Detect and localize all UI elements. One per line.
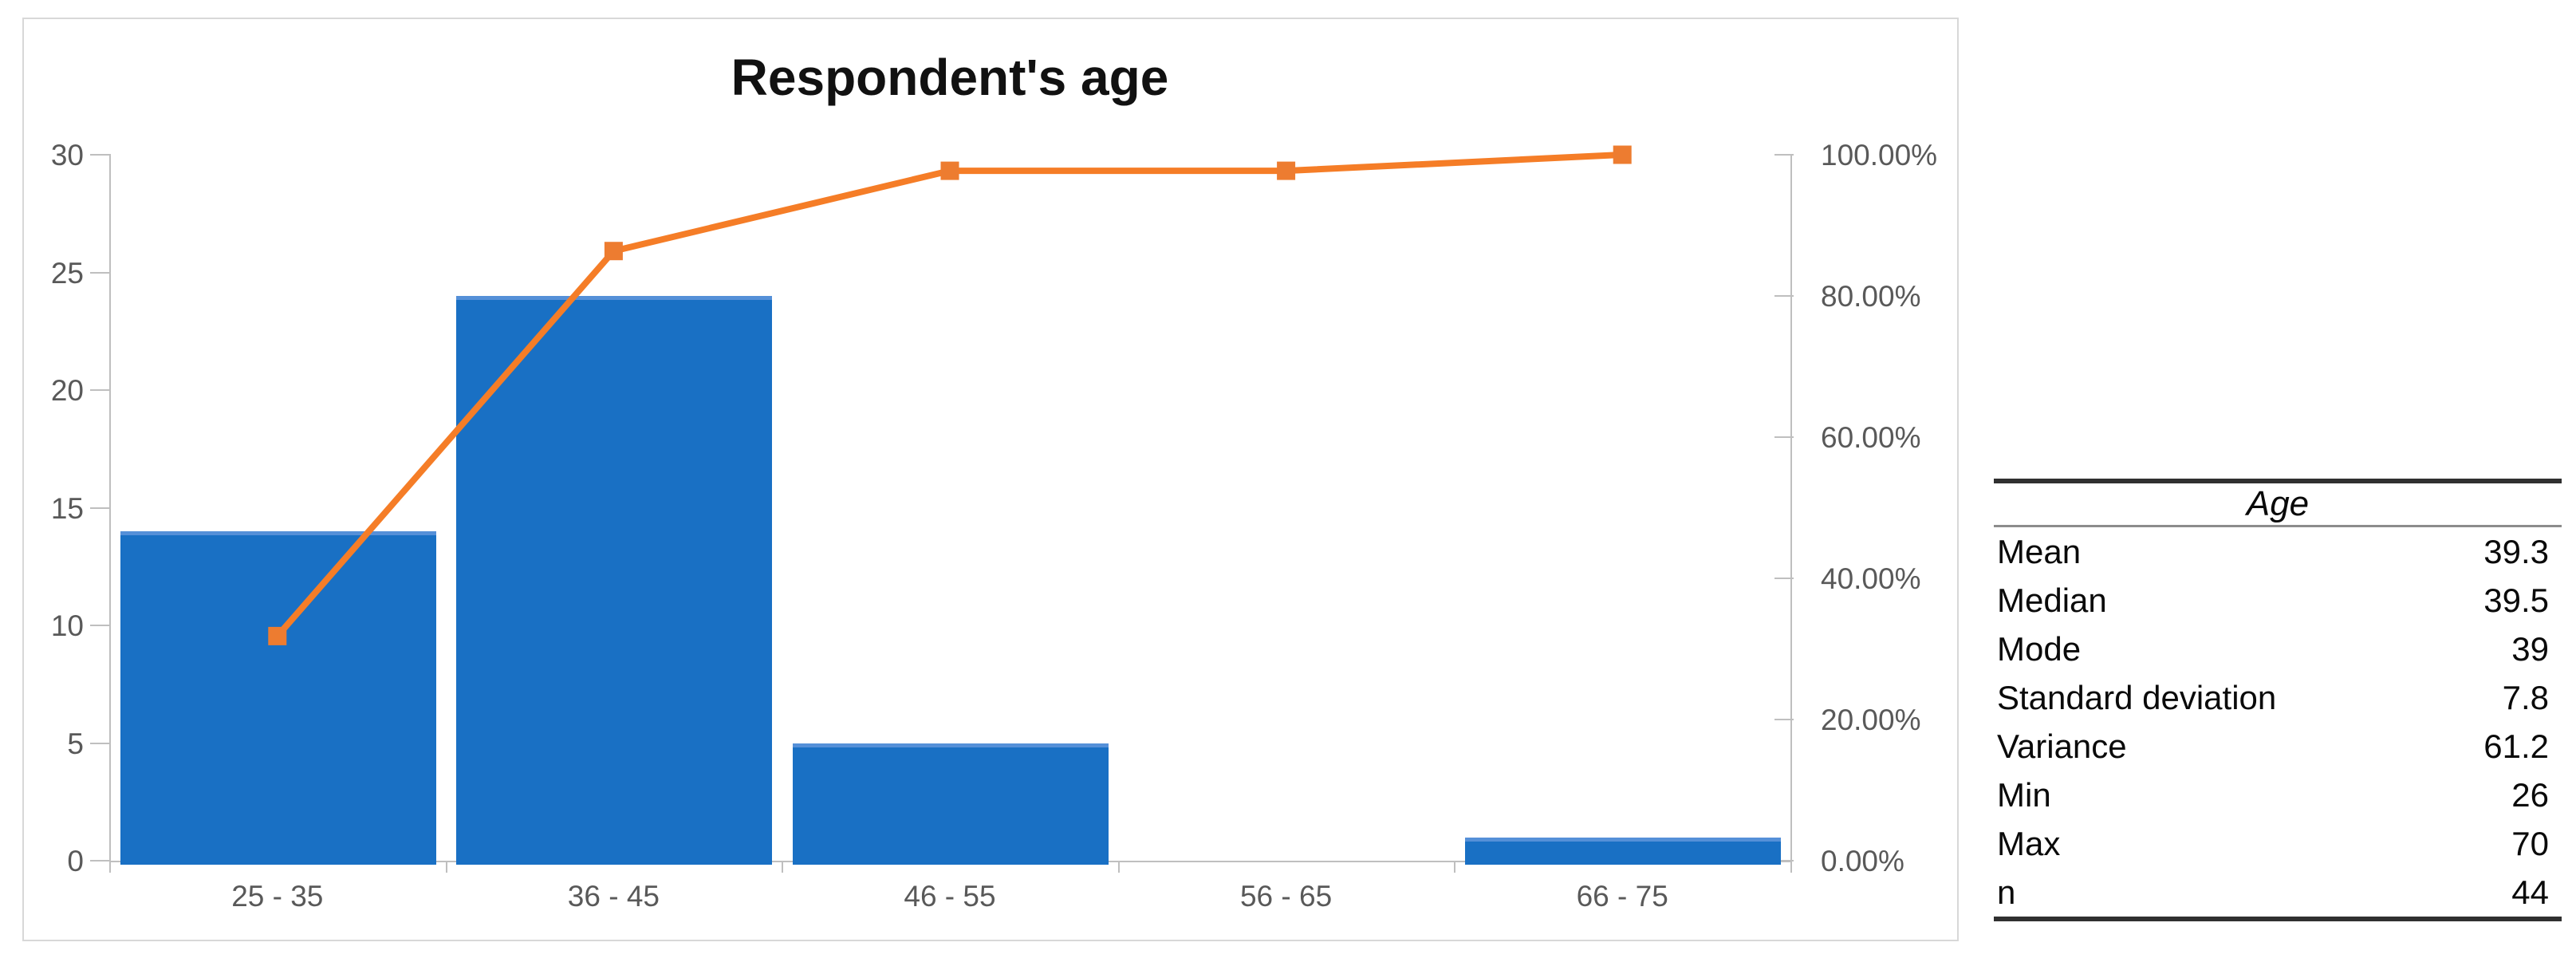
stat-value: 7.8	[2502, 678, 2549, 716]
y-axis-right-tick-label: 40.00%	[1821, 562, 1921, 595]
y-axis-right-tick	[1774, 719, 1794, 720]
stat-label: n	[1997, 873, 2016, 911]
stats-table-row: Standard deviation 7.8	[1994, 673, 2562, 722]
category-label: 36 - 45	[567, 880, 660, 913]
y-axis-right-tick-label: 80.00%	[1821, 280, 1921, 313]
frequency-bar	[456, 296, 773, 865]
stats-table-row: n 44	[1994, 868, 2562, 917]
y-axis-right-tick	[1774, 860, 1794, 862]
chart-area: Respondent's age 0 5 10 15 20 25 30 0.00% 20.00%…	[22, 18, 1959, 941]
y-axis-left-tick-label: 5	[67, 727, 84, 760]
category-label: 56 - 65	[1239, 880, 1333, 913]
chart-title: Respondent's age	[731, 49, 1169, 106]
stats-table-body: Mean 39.3 Median 39.5 Mode 39 Standard deviati…	[1994, 527, 2562, 917]
line-marker-square	[940, 161, 959, 180]
stats-table-row: Variance 61.2	[1994, 722, 2562, 771]
stats-table: Age Mean 39.3 Median 39.5 Mode 39 Standard dev…	[1994, 479, 2562, 921]
stat-label: Min	[1997, 775, 2051, 814]
stats-table-row: Max 70	[1994, 819, 2562, 868]
x-axis-tick	[782, 861, 784, 873]
line-marker-square	[1613, 145, 1632, 164]
x-axis-tick	[1454, 861, 1456, 873]
y-axis-right-line	[1790, 155, 1792, 861]
y-axis-right-tick-label: 20.00%	[1821, 704, 1921, 736]
y-axis-left-tick	[90, 860, 111, 862]
stat-label: Variance	[1997, 727, 2127, 765]
frequency-bar	[793, 743, 1109, 865]
y-axis-left-tick	[90, 389, 111, 391]
line-marker-square	[604, 242, 623, 261]
y-axis-left-tick	[90, 625, 111, 626]
y-axis-left-tick	[90, 507, 111, 509]
y-axis-right-tick	[1774, 578, 1794, 579]
frequency-bar	[1465, 837, 1782, 865]
frequency-bar	[120, 531, 436, 865]
stat-label: Mode	[1997, 629, 2082, 668]
line-marker-square	[1277, 161, 1296, 180]
stat-value: 39.5	[2483, 581, 2549, 619]
x-axis-tick	[445, 861, 447, 873]
y-axis-right-tick	[1774, 436, 1794, 438]
y-axis-right-tick-label: 60.00%	[1821, 421, 1921, 454]
stats-table-row: Min 26	[1994, 771, 2562, 819]
category-label: 25 - 35	[231, 880, 324, 913]
line-marker-square	[268, 626, 287, 645]
y-axis-right-tick-label: 100.00%	[1821, 139, 1938, 172]
stat-value: 26	[2511, 775, 2549, 814]
x-axis-tick	[109, 861, 111, 873]
stat-value: 70	[2511, 824, 2549, 862]
y-axis-left-tick-label: 10	[50, 609, 84, 642]
stat-value: 39.3	[2483, 532, 2549, 570]
y-axis-right-tick	[1774, 154, 1794, 156]
stat-value: 44	[2511, 873, 2549, 911]
y-axis-right-tick	[1774, 295, 1794, 297]
y-axis-left-tick-label: 25	[50, 256, 84, 290]
y-axis-left-tick-label: 15	[50, 491, 84, 525]
stats-table-row: Mean 39.3	[1994, 527, 2562, 576]
y-axis-left-tick	[90, 271, 111, 274]
y-axis-left-tick-label: 20	[50, 374, 84, 407]
category-label: 46 - 55	[904, 880, 996, 913]
stat-label: Max	[1997, 824, 2061, 862]
stat-value: 39	[2511, 629, 2549, 668]
x-axis-tick	[1790, 861, 1792, 873]
y-axis-left-tick-label: 30	[50, 139, 84, 172]
y-axis-left-tick	[90, 742, 111, 744]
y-axis-left-tick-label: 0	[67, 845, 84, 877]
stats-table-row: Mode 39	[1994, 625, 2562, 673]
x-axis-tick	[1117, 861, 1120, 873]
y-axis-right-tick-label: 0.00%	[1821, 845, 1904, 877]
stats-table-header: Age	[1994, 483, 2562, 527]
stat-label: Standard deviation	[1997, 678, 2277, 716]
stat-label: Median	[1997, 581, 2107, 619]
y-axis-left-tick	[90, 154, 111, 156]
cumulative-percent-line	[274, 152, 1623, 639]
category-label: 66 - 75	[1576, 880, 1668, 913]
stat-value: 61.2	[2483, 727, 2549, 765]
stat-label: Mean	[1997, 532, 2082, 570]
stats-table-row: Median 39.5	[1994, 576, 2562, 625]
cumulative-percent-line-layer	[268, 145, 1632, 645]
